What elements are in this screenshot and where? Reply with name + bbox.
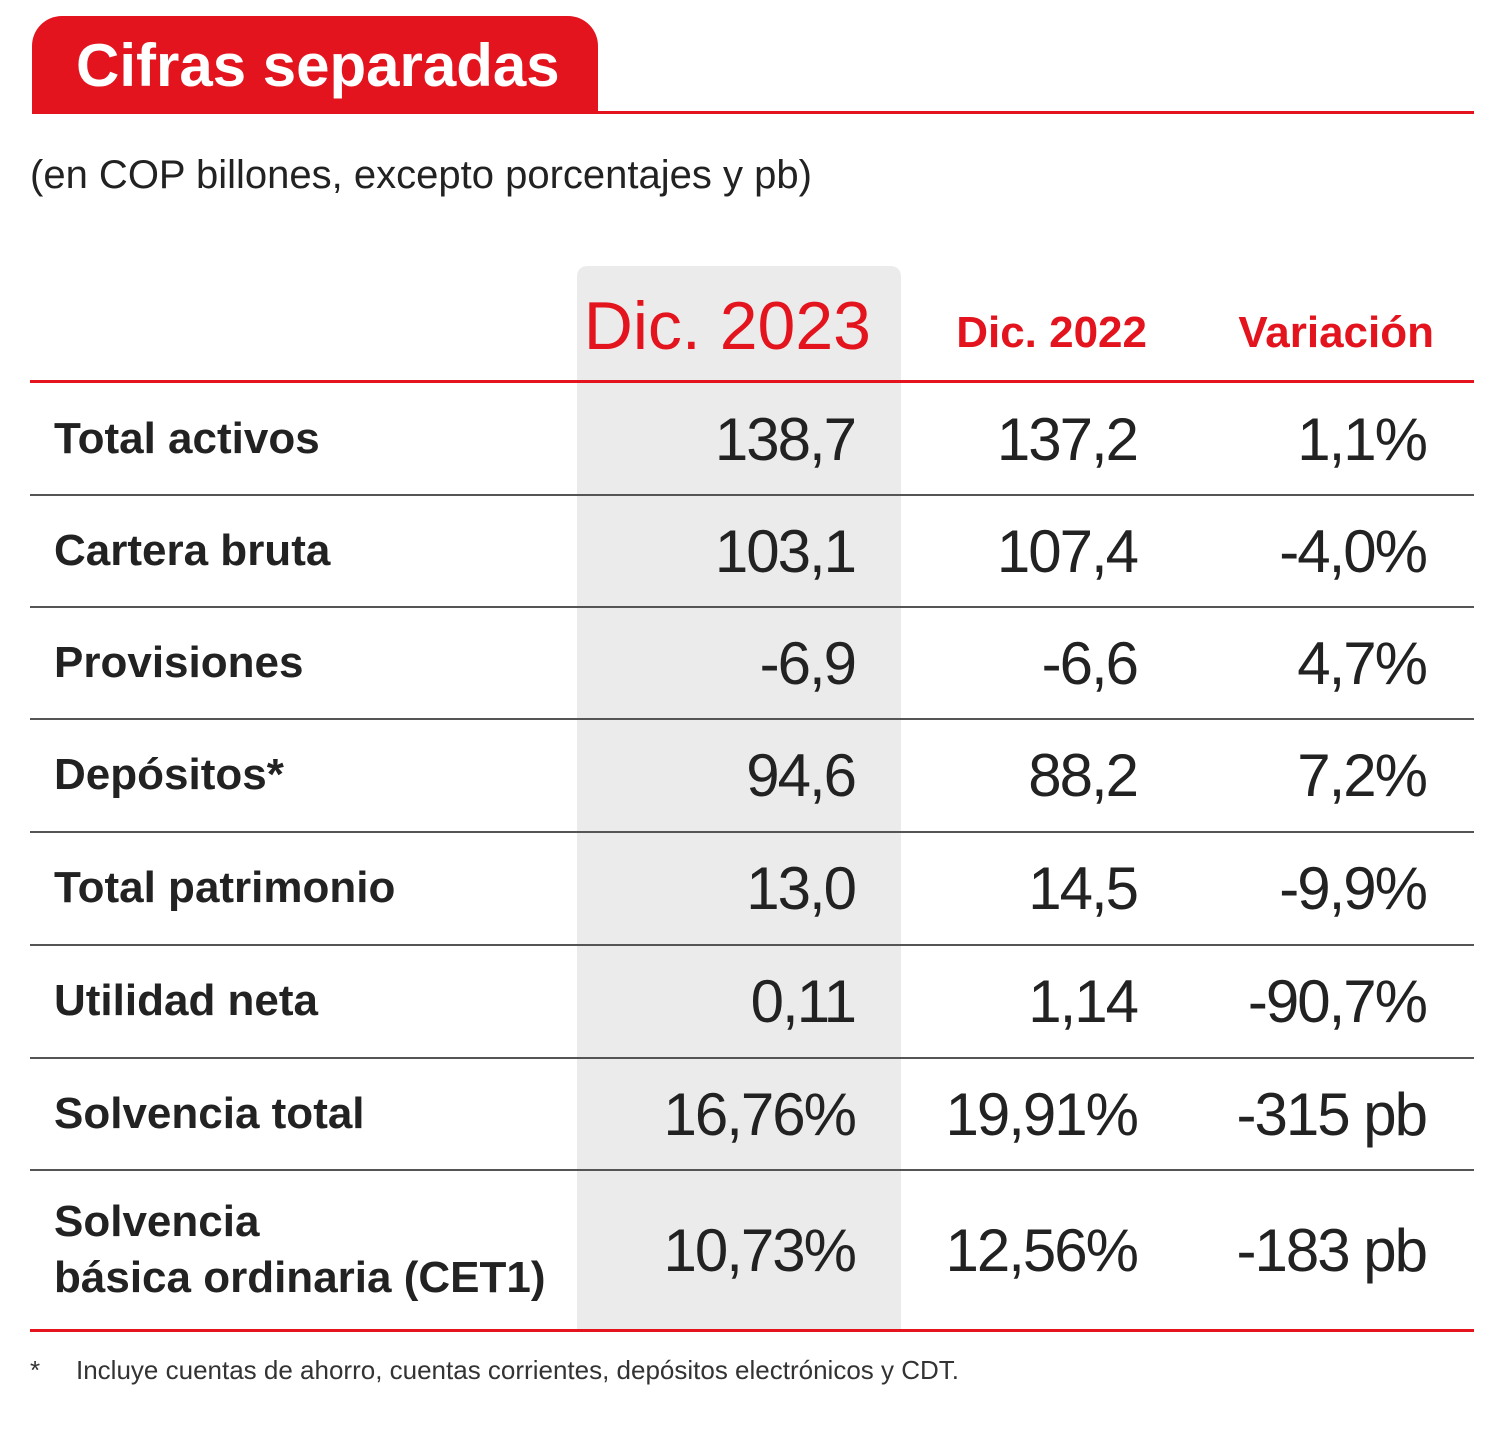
table-bottom-divider — [30, 1329, 1474, 1332]
footnote: * Incluye cuentas de ahorro, cuentas corr… — [30, 1352, 959, 1388]
row-label: Cartera bruta — [54, 526, 331, 575]
row-label: Provisiones — [54, 638, 304, 687]
table-row: Solvencia básica ordinaria (CET1) 10,73%… — [30, 1171, 1474, 1329]
table-row: Total activos 138,7 137,2 1,1% — [30, 384, 1474, 494]
row-label: Utilidad neta — [54, 976, 319, 1025]
table-row: Provisiones -6,9 -6,6 4,7% — [30, 608, 1474, 718]
row-label: Solvencia total — [54, 1089, 365, 1138]
row-divider — [30, 606, 1474, 608]
subtitle: (en COP billones, excepto porcentajes y … — [30, 153, 812, 197]
cell-dic-2023: 138,7 — [714, 405, 857, 473]
table-row: Depósitos* 94,6 88,2 7,2% — [30, 720, 1474, 830]
header-dic-2023: Dic. 2023 — [583, 288, 871, 364]
cell-variacion: 1,1% — [1297, 405, 1428, 473]
row-divider — [30, 494, 1474, 496]
row-divider — [30, 831, 1474, 833]
page-title: Cifras separadas — [76, 32, 560, 99]
cell-dic-2022: -6,6 — [1041, 629, 1139, 697]
cell-dic-2022: 107,4 — [996, 517, 1139, 585]
row-divider — [30, 718, 1474, 720]
title-underline — [598, 111, 1474, 114]
footnote-text: Incluye cuentas de ahorro, cuentas corri… — [76, 1355, 960, 1385]
cell-dic-2022: 88,2 — [1028, 741, 1139, 809]
row-label: Total activos — [54, 414, 320, 463]
row-divider — [30, 1057, 1474, 1059]
highlight-column — [577, 266, 901, 1331]
cell-dic-2022: 1,14 — [1028, 967, 1139, 1035]
cell-dic-2023: 94,6 — [746, 741, 857, 809]
cell-dic-2022: 14,5 — [1028, 854, 1139, 922]
header-variacion: Variación — [1238, 308, 1434, 357]
cell-dic-2023: 103,1 — [714, 517, 857, 585]
cell-variacion: -183 pb — [1236, 1216, 1429, 1284]
cell-variacion: -9,9% — [1279, 854, 1428, 922]
cell-variacion: 4,7% — [1297, 629, 1428, 697]
row-label: Total patrimonio — [54, 863, 396, 912]
cell-dic-2022: 19,91% — [945, 1080, 1140, 1148]
header-divider — [30, 380, 1474, 383]
cell-dic-2023: 10,73% — [663, 1216, 858, 1284]
cell-dic-2023: -6,9 — [759, 629, 857, 697]
footnote-mark: * — [30, 1355, 41, 1385]
header-dic-2022: Dic. 2022 — [956, 308, 1147, 357]
cell-variacion: -315 pb — [1236, 1080, 1429, 1148]
title-tab — [32, 16, 598, 114]
row-label: Depósitos* — [54, 750, 284, 799]
row-divider — [30, 944, 1474, 946]
cell-dic-2022: 137,2 — [996, 405, 1139, 473]
cell-variacion: -90,7% — [1247, 967, 1428, 1035]
row-label: Solvencia básica ordinaria (CET1) — [54, 1197, 546, 1302]
cell-dic-2022: 12,56% — [945, 1216, 1140, 1284]
row-divider — [30, 1169, 1474, 1171]
cell-dic-2023: 16,76% — [663, 1080, 858, 1148]
cell-dic-2023: 0,11 — [750, 967, 857, 1035]
table-row: Utilidad neta 0,11 1,14 -90,7% — [30, 946, 1474, 1056]
cell-dic-2023: 13,0 — [746, 854, 857, 922]
table-row: Solvencia total 16,76% 19,91% -315 pb — [30, 1059, 1474, 1169]
table-row: Cartera bruta 103,1 107,4 -4,0% — [30, 496, 1474, 606]
cell-variacion: -4,0% — [1279, 517, 1428, 585]
table-row: Total patrimonio 13,0 14,5 -9,9% — [30, 833, 1474, 943]
cell-variacion: 7,2% — [1297, 741, 1428, 809]
